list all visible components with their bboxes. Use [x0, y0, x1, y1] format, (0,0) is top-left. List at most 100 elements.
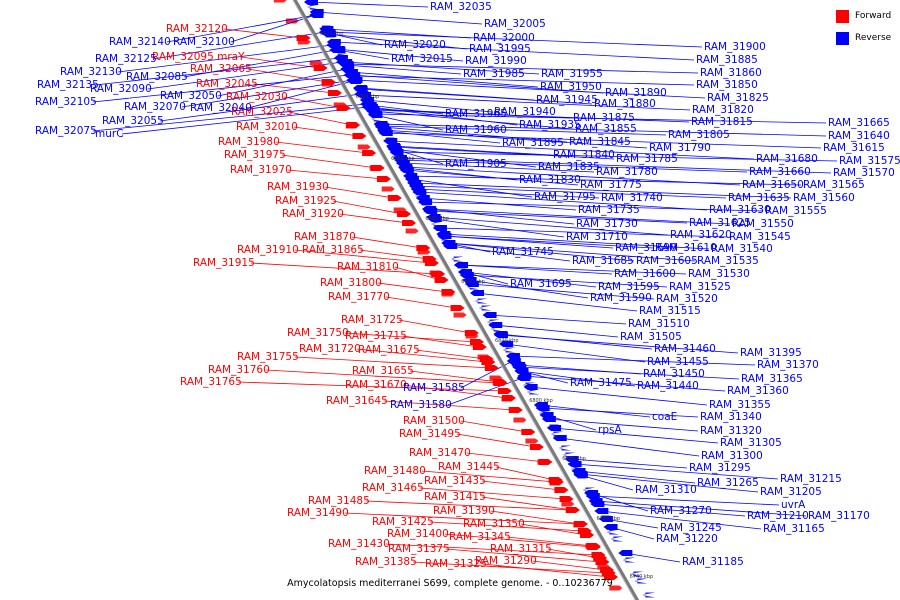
reverse-gene-label[interactable]: RAM_31785 [616, 153, 678, 165]
reverse-gene-label[interactable]: RAM_31735 [578, 204, 640, 216]
reverse-gene-label[interactable]: RAM_32135 [37, 79, 99, 91]
reverse-gene-label[interactable]: RAM_31605 [636, 255, 698, 267]
reverse-gene-label[interactable]: RAM_31815 [691, 116, 753, 128]
forward-gene-label[interactable]: RAM_31465 [362, 482, 424, 494]
forward-gene-label[interactable]: RAM_32065 [190, 63, 252, 75]
reverse-gene-label[interactable]: RAM_31600 [614, 268, 676, 280]
reverse-gene-label[interactable]: RAM_31295 [689, 462, 751, 474]
forward-gene-label[interactable]: RAM_31810 [337, 261, 399, 273]
forward-gene-label[interactable]: RAM_31970 [230, 164, 292, 176]
reverse-gene-label[interactable]: RAM_31535 [697, 255, 759, 267]
reverse-gene-label[interactable]: RAM_31795 [534, 191, 596, 203]
forward-gene-label[interactable]: RAM_31930 [267, 181, 329, 193]
forward-gene-label[interactable]: RAM_32120 [166, 23, 228, 35]
reverse-gene-label[interactable]: RAM_31635 [728, 192, 790, 204]
forward-gene-label[interactable]: RAM_31645 [326, 395, 388, 407]
reverse-gene-label[interactable]: RAM_31830 [519, 174, 581, 186]
reverse-gene-label[interactable]: RAM_31650 [742, 179, 804, 191]
forward-gene-label[interactable]: RAM_31760 [208, 364, 270, 376]
reverse-gene-label[interactable]: RAM_32140 [109, 36, 171, 48]
reverse-gene-label[interactable]: RAM_31475 [570, 377, 632, 389]
reverse-gene-label[interactable]: RAM_31205 [760, 486, 822, 498]
reverse-gene-label[interactable]: RAM_32005 [484, 18, 546, 30]
reverse-gene-label[interactable]: coaE [652, 411, 677, 423]
reverse-gene-label[interactable]: RAM_32020 [384, 39, 446, 51]
forward-gene-label[interactable]: RAM_31325 [425, 558, 487, 570]
forward-gene-label[interactable]: RAM_31720 [299, 343, 361, 355]
forward-gene-label[interactable]: RAM_31865 [302, 244, 364, 256]
reverse-gene-label[interactable]: RAM_32090 [90, 83, 152, 95]
forward-gene-label[interactable]: RAM_31770 [328, 291, 390, 303]
forward-gene-label[interactable]: RAM_31655 [352, 365, 414, 377]
reverse-gene-label[interactable]: RAM_31505 [620, 331, 682, 343]
forward-gene-label[interactable]: RAM_31915 [193, 257, 255, 269]
reverse-gene-label[interactable]: RAM_31570 [833, 167, 895, 179]
forward-gene-label[interactable]: RAM_31480 [364, 465, 426, 477]
reverse-gene-label[interactable]: RAM_31560 [793, 192, 855, 204]
forward-gene-label[interactable]: RAM_31430 [328, 538, 390, 550]
reverse-gene-label[interactable]: RAM_31245 [660, 522, 722, 534]
reverse-gene-label[interactable]: RAM_31950 [540, 81, 602, 93]
reverse-gene-label[interactable]: RAM_31900 [704, 41, 766, 53]
forward-gene-label[interactable]: RAM_31910 [237, 244, 299, 256]
reverse-gene-label[interactable]: RAM_31805 [668, 129, 730, 141]
reverse-gene-label[interactable]: RAM_31305 [720, 437, 782, 449]
reverse-gene-label[interactable]: RAM_31215 [780, 473, 842, 485]
reverse-gene-label[interactable]: RAM_31990 [465, 55, 527, 67]
reverse-gene-label[interactable]: RAM_31615 [823, 142, 885, 154]
reverse-gene-label[interactable]: RAM_31455 [647, 356, 709, 368]
forward-gene-label[interactable]: RAM_31470 [409, 447, 471, 459]
reverse-gene-label[interactable]: RAM_31610 [655, 242, 717, 254]
reverse-gene-label[interactable]: RAM_31270 [650, 505, 712, 517]
reverse-gene-label[interactable]: RAM_31665 [828, 117, 890, 129]
reverse-gene-label[interactable]: RAM_31530 [688, 268, 750, 280]
reverse-gene-label[interactable]: RAM_31165 [763, 523, 825, 535]
forward-gene-label[interactable]: RAM_31750 [287, 327, 349, 339]
reverse-gene-label[interactable]: RAM_32100 [173, 36, 235, 48]
reverse-gene-label[interactable]: RAM_31440 [637, 380, 699, 392]
forward-gene-label[interactable]: RAM_31375 [388, 543, 450, 555]
forward-gene-label[interactable]: RAM_31445 [438, 461, 500, 473]
reverse-gene-label[interactable]: RAM_31300 [701, 450, 763, 462]
reverse-gene-label[interactable]: RAM_31580 [390, 399, 452, 411]
reverse-gene-label[interactable]: RAM_32015 [391, 53, 453, 65]
reverse-gene-label[interactable]: RAM_31740 [601, 192, 663, 204]
reverse-gene-label[interactable]: RAM_31860 [700, 67, 762, 79]
reverse-gene-label[interactable]: RAM_31365 [741, 373, 803, 385]
reverse-gene-label[interactable]: RAM_31395 [740, 347, 802, 359]
reverse-gene-label[interactable]: RAM_31555 [765, 205, 827, 217]
reverse-gene-label[interactable]: RAM_31850 [696, 79, 758, 91]
forward-gene-label[interactable]: RAM_31495 [399, 428, 461, 440]
forward-gene-label[interactable]: RAM_31390 [433, 505, 495, 517]
reverse-gene-label[interactable]: RAM_31875 [573, 112, 635, 124]
forward-gene-label[interactable]: RAM_31975 [224, 149, 286, 161]
forward-gene-label[interactable]: RAM_31350 [463, 518, 525, 530]
forward-gene-label[interactable]: RAM_31485 [308, 495, 370, 507]
reverse-gene-label[interactable]: RAM_32085 [126, 71, 188, 83]
reverse-gene-label[interactable]: RAM_31265 [697, 477, 759, 489]
reverse-gene-label[interactable]: RAM_32130 [60, 66, 122, 78]
reverse-gene-label[interactable]: RAM_31515 [639, 305, 701, 317]
reverse-gene-label[interactable]: RAM_31820 [692, 104, 754, 116]
reverse-gene-label[interactable]: RAM_31525 [669, 281, 731, 293]
reverse-gene-label[interactable]: RAM_31680 [756, 153, 818, 165]
reverse-gene-label[interactable]: RAM_31730 [576, 218, 638, 230]
reverse-gene-label[interactable]: RAM_31575 [839, 155, 900, 167]
forward-gene-label[interactable]: RAM_31425 [372, 516, 434, 528]
forward-gene-label[interactable]: RAM_31490 [287, 507, 349, 519]
reverse-gene-label[interactable]: RAM_31460 [654, 343, 716, 355]
reverse-gene-label[interactable]: RAM_32000 [473, 32, 535, 44]
reverse-gene-label[interactable]: RAM_31220 [656, 533, 718, 545]
reverse-gene-label[interactable]: RAM_31620 [670, 229, 732, 241]
reverse-gene-label[interactable]: RAM_31690 [615, 242, 677, 254]
reverse-gene-label[interactable]: RAM_31590 [590, 292, 652, 304]
reverse-gene-label[interactable]: RAM_32050 [160, 90, 222, 102]
reverse-gene-label[interactable]: RAM_31550 [732, 218, 794, 230]
forward-gene-label[interactable]: RAM_31400 [387, 528, 449, 540]
reverse-gene-label[interactable]: RAM_31965 [445, 108, 507, 120]
reverse-gene-label[interactable]: RAM_31640 [828, 130, 890, 142]
reverse-gene-label[interactable]: murC [95, 128, 124, 140]
reverse-gene-label[interactable]: RAM_31940 [494, 106, 556, 118]
forward-gene-label[interactable]: RAM_32010 [236, 121, 298, 133]
forward-gene-label[interactable]: RAM_32025 [231, 106, 293, 118]
